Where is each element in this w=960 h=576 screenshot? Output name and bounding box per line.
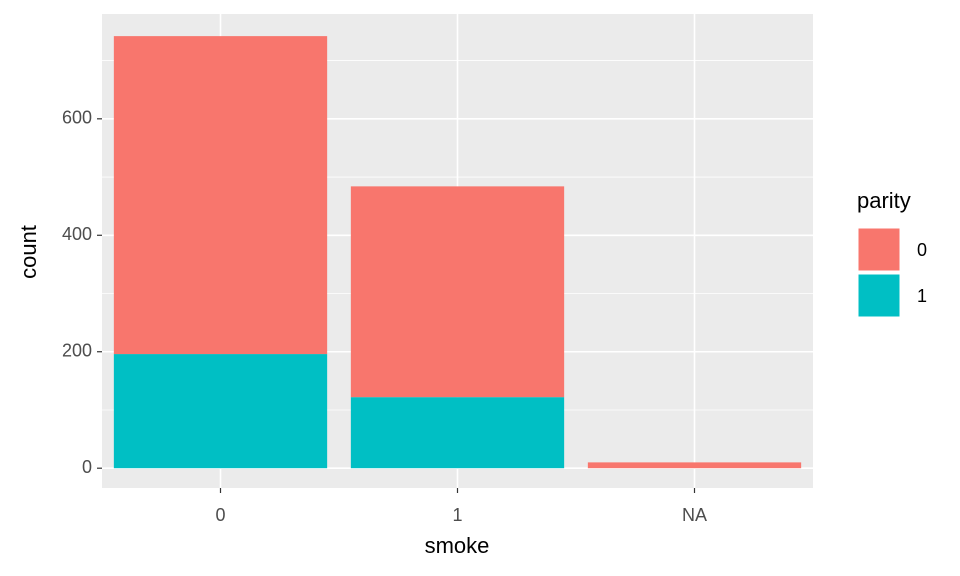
bar-segment [113,36,328,355]
y-tick-label: 200 [62,340,92,360]
legend-key [857,273,901,318]
x-axis-title: smoke [425,533,490,558]
y-tick-label: 400 [62,224,92,244]
y-axis-title: count [16,225,41,279]
bars [113,36,802,469]
x-tick-label: 0 [215,505,225,525]
y-tick-label: 0 [82,457,92,477]
legend: 01 [857,227,927,318]
legend-label: 1 [917,286,927,306]
bar-segment [350,186,565,398]
x-tick-label: NA [682,505,707,525]
legend-title: parity [857,188,911,213]
labels: 0 200 400 600 0 1 NA [62,108,707,525]
legend-key [857,227,901,272]
bar-segment [113,354,328,469]
bar-segment [350,397,565,469]
legend-label: 0 [917,240,927,260]
y-tick-label: 600 [62,108,92,128]
bar-segment [587,462,802,469]
x-tick-label: 1 [452,505,462,525]
